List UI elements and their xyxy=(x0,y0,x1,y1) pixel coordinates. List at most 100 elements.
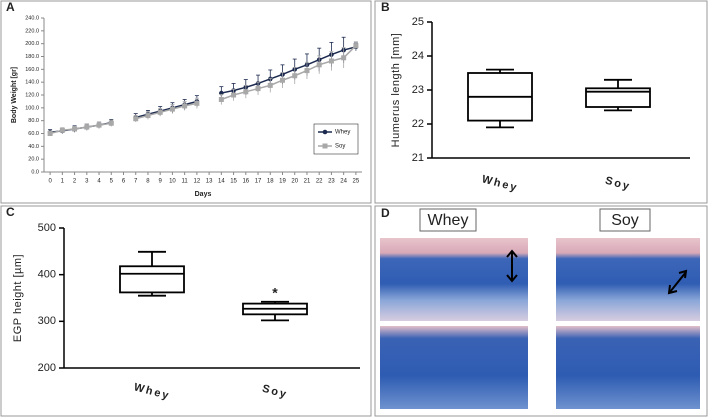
data-point xyxy=(341,55,347,61)
y-tick-label: 25 xyxy=(412,16,424,28)
y-tick-label: 200.0 xyxy=(25,41,39,47)
y-axis-label: Humerus length [mm] xyxy=(390,33,402,148)
y-tick-label: 0.0 xyxy=(31,169,39,175)
data-point xyxy=(231,92,237,98)
histology-image xyxy=(380,238,528,321)
x-tick-label: 19 xyxy=(279,179,286,185)
x-tick-label: 7 xyxy=(134,179,138,185)
data-point xyxy=(255,86,261,92)
data-point xyxy=(194,100,200,106)
y-tick-label: 240.0 xyxy=(25,15,39,21)
y-tick-label: 60.0 xyxy=(28,131,39,137)
y-tick-label: 200 xyxy=(38,362,56,374)
x-tick-label: Whey xyxy=(480,173,519,194)
annotation: * xyxy=(272,284,278,300)
histology-image xyxy=(556,326,700,409)
panel-letter: C xyxy=(6,205,15,219)
y-tick-label: 140.0 xyxy=(25,80,39,86)
data-point xyxy=(328,58,334,64)
y-tick-label: 180.0 xyxy=(25,54,39,60)
box xyxy=(119,265,185,294)
x-tick-label: 4 xyxy=(97,179,101,185)
y-tick-label: 100.0 xyxy=(25,105,39,111)
arrow-head xyxy=(506,249,518,258)
data-point xyxy=(108,120,114,126)
x-tick-label: 6 xyxy=(122,179,126,185)
x-axis-label: Days xyxy=(195,191,212,198)
y-tick-label: 500 xyxy=(38,222,56,234)
frame-d xyxy=(374,205,708,417)
x-tick-label: Soy xyxy=(261,383,289,401)
x-tick-label: Soy xyxy=(604,175,632,193)
data-point xyxy=(267,82,273,88)
y-tick-label: 300 xyxy=(38,315,56,327)
data-point xyxy=(157,109,163,115)
frame-b xyxy=(374,0,708,204)
data-point xyxy=(182,103,188,109)
data-point xyxy=(353,43,359,49)
arrows xyxy=(506,249,688,295)
x-tick-label: 13 xyxy=(206,179,213,185)
x-tick-label: 12 xyxy=(194,179,201,185)
y-tick-label: 400 xyxy=(38,269,56,281)
y-tick-label: 40.0 xyxy=(28,144,39,150)
panel-letter: B xyxy=(381,0,390,14)
data-point xyxy=(292,73,298,79)
x-tick-label: 2 xyxy=(73,179,77,185)
y-tick-label: 23 xyxy=(412,84,424,96)
arrow-head xyxy=(678,269,688,279)
legend-marker xyxy=(322,143,328,149)
y-tick-label: 21 xyxy=(412,152,424,164)
data-point xyxy=(47,131,53,136)
frame-c xyxy=(0,205,372,417)
data-point xyxy=(169,106,175,112)
x-tick-label: 11 xyxy=(182,179,189,185)
legend-label: Whey xyxy=(335,130,350,136)
y-tick-label: 120.0 xyxy=(25,92,39,98)
x-tick-label: 21 xyxy=(304,179,311,185)
legend-box xyxy=(313,123,359,155)
y-tick-label: 80.0 xyxy=(28,118,39,124)
arrow-head xyxy=(506,274,518,283)
x-tick-label: Whey xyxy=(132,381,171,402)
data-point xyxy=(145,113,151,119)
y-tick-label: 20.0 xyxy=(28,157,39,163)
y-tick-label: 22 xyxy=(412,118,424,130)
x-tick-label: 15 xyxy=(230,179,237,185)
x-tick-label: 8 xyxy=(146,179,150,185)
label-box xyxy=(599,208,651,232)
histology-image xyxy=(380,326,528,409)
y-tick-label: 160.0 xyxy=(25,67,39,73)
legend-marker xyxy=(322,129,328,135)
x-tick-label: 25 xyxy=(353,179,360,185)
x-tick-label: 22 xyxy=(316,179,323,185)
x-tick-label: 5 xyxy=(110,179,114,185)
label-box xyxy=(419,208,477,232)
data-point xyxy=(243,89,249,95)
x-tick-label: 24 xyxy=(340,179,347,185)
data-point xyxy=(84,124,90,130)
x-tick-label: 17 xyxy=(255,179,262,185)
arrow xyxy=(669,271,687,293)
box xyxy=(585,87,651,108)
series-line xyxy=(50,46,357,133)
y-tick-label: 220.0 xyxy=(25,28,39,34)
data-point xyxy=(96,122,102,128)
panel-d: D Whey Soy xyxy=(380,206,700,409)
frame-a xyxy=(0,0,372,204)
data-point xyxy=(59,127,65,133)
data-point xyxy=(304,68,310,74)
y-tick-label: 24 xyxy=(412,50,424,62)
x-tick-label: 18 xyxy=(267,179,274,185)
y-axis-label: Body Weight [gr] xyxy=(11,67,18,123)
x-tick-label: 0 xyxy=(48,179,52,185)
group-label: Soy xyxy=(611,212,639,229)
x-tick-label: 20 xyxy=(291,179,298,185)
legend-label: Soy xyxy=(335,144,345,150)
series-line xyxy=(49,45,357,135)
data-point xyxy=(218,96,224,102)
x-tick-label: 3 xyxy=(85,179,89,185)
x-tick-label: 1 xyxy=(61,179,65,185)
